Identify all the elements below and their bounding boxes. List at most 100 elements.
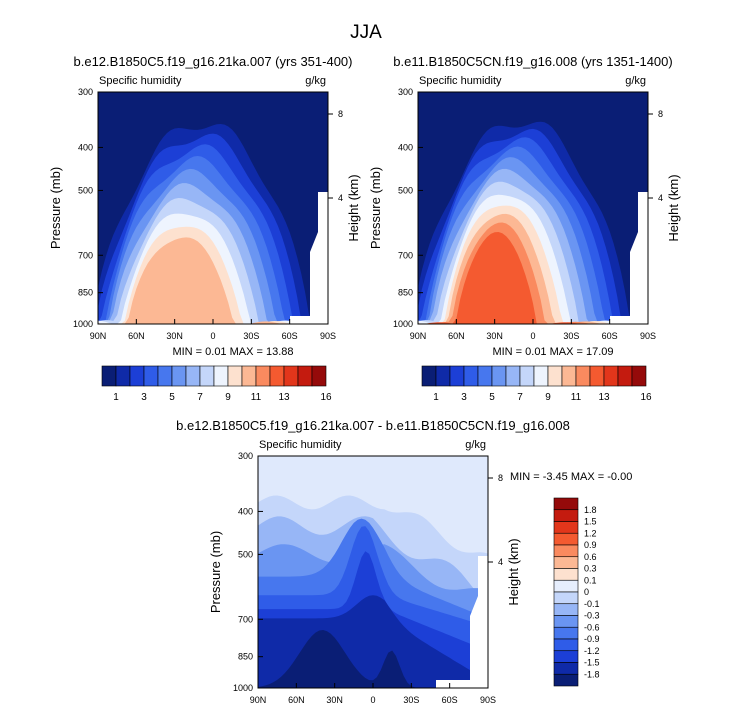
colorbar-box: [101, 365, 117, 387]
colorbar-label: 1.8: [584, 505, 597, 515]
units-label: g/kg: [305, 75, 326, 87]
field-label: Specific humidity: [99, 75, 182, 87]
x-tick-label: 30S: [563, 331, 579, 341]
colorbar-label: 0.9: [584, 540, 597, 550]
colorbar-box: [255, 365, 271, 387]
x-tick-label: 60S: [282, 331, 298, 341]
y-axis-label: Pressure (mb): [368, 167, 383, 249]
colorbar-label: -1.2: [584, 646, 600, 656]
colorbar-box: [157, 365, 173, 387]
y-tick-label: 400: [398, 142, 413, 152]
colorbar-box: [241, 365, 257, 387]
colorbar-box: [553, 626, 579, 640]
chart-panel-1: 1 3 5 7 9 11 13 16b.e12.B1850C5.f19_g16.21ka.00…: [48, 54, 361, 403]
colorbar-box: [199, 365, 215, 387]
max-label: MAX =: [571, 471, 604, 483]
colorbar-box: [631, 365, 647, 387]
colorbar-box: [213, 365, 229, 387]
diff-contour-fill-7: [258, 630, 488, 688]
colorbar-label: -1.5: [584, 658, 600, 668]
x-tick-label: 90S: [320, 331, 336, 341]
x-tick-label: 0: [530, 331, 535, 341]
colorbar-label: 5: [169, 392, 175, 403]
units-label: g/kg: [465, 439, 486, 451]
max-value: 13.88: [266, 346, 294, 358]
colorbar-label: 1: [433, 392, 439, 403]
right-tick-label: 4: [498, 557, 503, 567]
units-label: g/kg: [625, 75, 646, 87]
x-tick-label: 30S: [243, 331, 259, 341]
field-label: Specific humidity: [419, 75, 502, 87]
y-tick-label: 500: [78, 185, 93, 195]
x-tick-label: 30N: [486, 331, 503, 341]
x-tick-label: 60N: [288, 695, 305, 705]
x-tick-label: 90S: [480, 695, 496, 705]
colorbar-box: [449, 365, 465, 387]
colorbar-box: [617, 365, 633, 387]
colorbar-label: -0.9: [584, 634, 600, 644]
colorbar-box: [553, 662, 579, 675]
right-axis-label: Height (km): [346, 174, 361, 241]
y-tick-label: 500: [398, 185, 413, 195]
colorbar-label: 13: [278, 392, 290, 403]
contour-fill-level-10: [98, 237, 328, 324]
colorbar-box: [297, 365, 313, 387]
colorbar-label: 16: [320, 392, 332, 403]
x-tick-label: 60S: [602, 331, 618, 341]
x-tick-label: 90N: [90, 331, 107, 341]
colorbar-box: [603, 365, 619, 387]
right-axis-label: Height (km): [666, 174, 681, 241]
min-value: 0.01: [205, 346, 226, 358]
min-max-readout: MIN = -3.45 MAX = -0.00: [510, 471, 632, 483]
colorbar-box: [553, 650, 579, 663]
colorbar-box: [227, 365, 243, 387]
min-label: MIN =: [492, 346, 525, 358]
colorbar-box: [553, 532, 579, 546]
colorbar-box: [311, 365, 327, 387]
colorbar-label: 1: [113, 392, 119, 403]
min-max-readout: MIN = 0.01 MAX = 17.09: [492, 346, 613, 358]
y-tick-label: 1000: [393, 319, 413, 329]
y-tick-label: 700: [398, 250, 413, 260]
colorbar-label: 1.2: [584, 528, 597, 538]
y-axis-label: Pressure (mb): [208, 531, 223, 613]
colorbar-label: 0: [584, 587, 589, 597]
y-tick-label: 400: [78, 142, 93, 152]
panel-title: b.e12.B1850C5.f19_g16.21ka.007 - b.e11.B…: [176, 418, 570, 433]
colorbar-label: 11: [251, 392, 262, 403]
right-axis-label: Height (km): [506, 538, 521, 605]
x-tick-label: 0: [210, 331, 215, 341]
colorbar-box: [477, 365, 493, 387]
colorbar-label: -0.3: [584, 611, 600, 621]
right-tick-label: 4: [658, 193, 663, 203]
colorbar-label: 0.1: [584, 575, 597, 585]
right-tick-label: 8: [338, 109, 343, 119]
panel-title: b.e11.B1850C5CN.f19_g16.008 (yrs 1351-14…: [393, 54, 672, 69]
y-tick-label: 700: [238, 614, 253, 624]
colorbar-label: 9: [225, 392, 231, 403]
y-axis-label: Pressure (mb): [48, 167, 63, 249]
colorbar-box: [553, 556, 579, 569]
colorbar-label: 3: [141, 392, 147, 403]
colorbar-box: [553, 638, 579, 652]
colorbar-box: [553, 673, 579, 687]
colorbar-label: 7: [517, 392, 523, 403]
y-tick-label: 850: [238, 652, 253, 662]
y-tick-label: 300: [398, 87, 413, 97]
colorbar-box: [553, 603, 579, 616]
colorbar-box: [421, 365, 437, 387]
colorbar-box: [143, 365, 159, 387]
x-tick-label: 90N: [250, 695, 267, 705]
y-tick-label: 700: [78, 250, 93, 260]
colorbar-box: [553, 521, 579, 534]
chart-panel-3: 1.8 1.51.2 0.9 0.6 0.30.1 0 -0.1 -0.3-0.6 -0.9 -1…: [176, 418, 632, 705]
right-tick-label: 8: [658, 109, 663, 119]
colorbar-box: [463, 365, 479, 387]
colorbar-box: [553, 544, 579, 558]
y-tick-label: 400: [238, 506, 253, 516]
max-value: -0.00: [607, 471, 632, 483]
x-tick-label: 60N: [448, 331, 465, 341]
colorbar-box: [553, 497, 579, 511]
max-label: MAX =: [550, 346, 583, 358]
